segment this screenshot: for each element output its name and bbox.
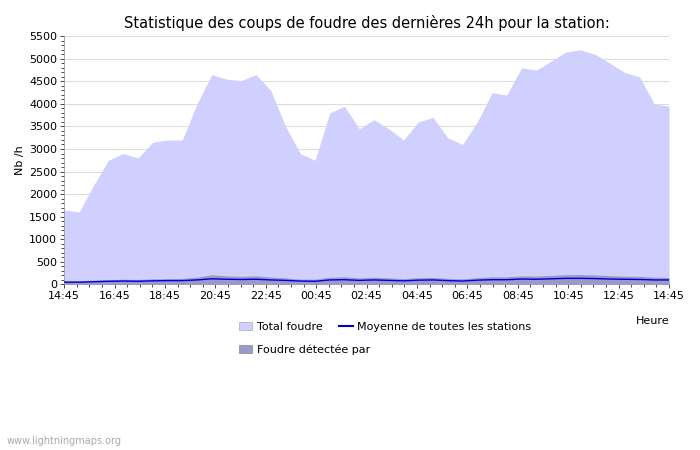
Legend: Foudre détectée par: Foudre détectée par xyxy=(239,344,370,355)
Y-axis label: Nb /h: Nb /h xyxy=(15,145,25,175)
Title: Statistique des coups de foudre des dernières 24h pour la station:: Statistique des coups de foudre des dern… xyxy=(124,15,610,31)
Text: Heure: Heure xyxy=(636,316,669,326)
Text: www.lightningmaps.org: www.lightningmaps.org xyxy=(7,436,122,446)
